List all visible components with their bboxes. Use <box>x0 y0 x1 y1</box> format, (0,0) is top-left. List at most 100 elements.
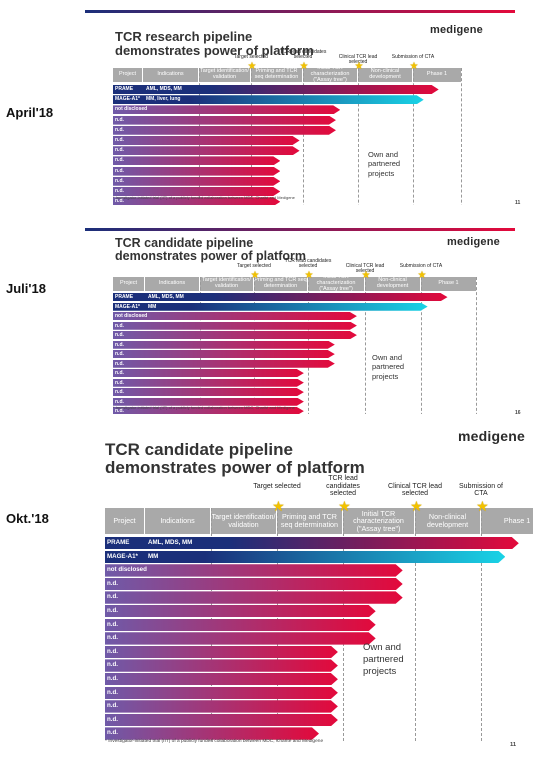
milestone-label: Clinical TCR lead selected <box>338 54 378 66</box>
pipeline-bar-row: n.d. <box>113 167 280 176</box>
milestone-label: Submission of CTA <box>391 54 435 60</box>
pipeline-bar-row: n.d. <box>113 341 335 349</box>
header-initial-tcr: Initial TCR characterization ("Assay tre… <box>303 65 358 83</box>
milestone-label: Clinical TCR lead selected <box>388 483 442 498</box>
project-name: not disclosed <box>115 106 148 113</box>
project-indications: MM <box>148 303 157 310</box>
note-line: Own and <box>368 150 399 159</box>
project-indications: AML, MDS, MM <box>148 294 184 300</box>
note-line: partnered <box>372 362 405 372</box>
header-non-clinical: Non-clinical development <box>358 68 413 82</box>
project-name: n.d. <box>115 408 124 414</box>
project-name: not disclosed <box>107 566 147 574</box>
project-name: n.d. <box>107 634 118 642</box>
milestone-label: Target selected <box>237 263 271 269</box>
slide-title-line2: demonstrates power of platform <box>115 42 314 58</box>
header-priming: Priming and TCR seq determination <box>277 508 343 534</box>
pipeline-bar-row: n.d. <box>113 146 300 155</box>
milestone-label: TCR lead candidates selected <box>279 48 327 60</box>
note-line: projects <box>372 371 399 381</box>
header-target-id: Target identification/ validation <box>200 277 254 291</box>
project-name: MAGE-A1* <box>115 303 141 310</box>
project-name: n.d. <box>115 188 124 194</box>
project-name: n.d. <box>115 332 124 338</box>
header-phase1: Phase 1 <box>421 277 476 291</box>
pipeline-slide: TCR candidate pipeline demonstrates power… <box>85 420 533 765</box>
project-name: n.d. <box>107 715 118 723</box>
project-name: n.d. <box>115 370 124 376</box>
project-name: not disclosed <box>115 313 148 319</box>
pipeline-bar-row: PRAME AML, MDS, MM <box>105 537 519 549</box>
header-phase1: Phase 1 <box>413 68 461 82</box>
pipeline-bar-row: n.d. <box>113 156 280 165</box>
pipeline-bar-row: PRAME AML, MDS, MM <box>113 293 448 301</box>
project-name: n.d. <box>115 389 124 395</box>
pipeline-bar-row: n.d. <box>113 350 335 358</box>
project-name: n.d. <box>115 137 124 143</box>
project-name: n.d. <box>107 675 118 682</box>
header-indications: Indications <box>145 508 211 534</box>
pipeline-bar-row: not disclosed <box>113 312 357 320</box>
milestone-label: Target selected <box>253 483 301 490</box>
header-target-id: Target identification/ validation <box>199 68 251 82</box>
pipeline-bar-row: n.d. <box>105 632 376 644</box>
header-priming: Priming and TCR seq determination <box>254 277 308 291</box>
milestone-star-icon: ★ <box>409 60 419 72</box>
note-line: projects <box>363 665 397 677</box>
slide-title: TCR research pipeline demonstrates power … <box>115 30 314 57</box>
pipeline-bar-row: n.d. <box>113 331 357 339</box>
project-indications: AML, MDS, MM <box>146 86 182 92</box>
project-name: n.d. <box>115 322 124 329</box>
milestone-star-icon: ★ <box>361 269 371 281</box>
milestone-label: Clinical TCR lead selected <box>345 263 385 275</box>
note-line: partnered <box>363 653 404 665</box>
project-name: n.d. <box>107 729 118 737</box>
pipeline-header: Project Indications Target identification/… <box>113 274 476 292</box>
project-indications: MM <box>148 552 159 560</box>
project-name: PRAME <box>107 539 130 546</box>
pipeline-bar-row: n.d. <box>105 659 338 671</box>
page-number: 11 <box>510 742 517 748</box>
pipeline-bar-row: n.d. <box>105 714 338 726</box>
slide-title: TCR candidate pipeline demonstrates power… <box>105 441 365 477</box>
partnered-projects-note: Own and partnered projects <box>368 150 400 178</box>
phase-gridline <box>365 277 366 414</box>
milestone-star-icon: ★ <box>354 60 364 72</box>
project-name: n.d. <box>115 147 124 154</box>
project-name: PRAME <box>115 294 134 300</box>
page-number: 16 <box>515 410 521 414</box>
pipeline-bar-row: n.d. <box>113 388 304 396</box>
pipeline-bar-row: not disclosed <box>105 564 403 576</box>
pipeline-bar-row: n.d. <box>113 177 280 186</box>
medigene-logo: medigene <box>430 24 483 36</box>
project-name: n.d. <box>115 126 124 133</box>
project-name: n.d. <box>115 177 124 184</box>
slide-title-line2: demonstrates power of platform <box>115 249 306 264</box>
date-label-april: April'18 <box>6 105 54 120</box>
partnered-projects-note: Own and partnered projects <box>372 353 404 381</box>
project-indications: MM, liver, lung <box>146 96 181 103</box>
project-name: n.d. <box>107 620 118 628</box>
pipeline-header: Project Indications Target identification/… <box>105 508 533 534</box>
project-name: n.d. <box>115 360 124 367</box>
medigene-logo: medigene <box>458 428 525 444</box>
project-name: n.d. <box>107 688 118 696</box>
pipeline-bar-row: n.d. <box>105 673 338 685</box>
pipeline-bar-row: PRAME AML, MDS, MM <box>113 85 439 94</box>
milestone-label: TCR lead candidates selected <box>284 257 332 269</box>
phase-gridline <box>461 68 462 205</box>
project-name: n.d. <box>107 593 118 601</box>
project-name: n.d. <box>107 647 118 655</box>
page-number: 11 <box>515 200 521 205</box>
pipeline-slide: TCR research pipeline demonstrates power … <box>85 10 525 205</box>
milestone-label: Submission of CTA <box>399 263 443 269</box>
milestone-star-icon: ★ <box>476 497 489 514</box>
pipeline-slide: TCR candidate pipeline demonstrates power… <box>85 228 525 414</box>
pipeline-bar-row: n.d. <box>113 369 304 377</box>
note-line: projects <box>368 168 395 178</box>
milestone-label: TCR lead candidates selected <box>326 475 360 497</box>
note-line: Own and <box>372 353 403 362</box>
phase-gridline <box>413 68 414 205</box>
note-line: Own and <box>363 642 402 653</box>
pipeline-bar-row: n.d. <box>105 700 338 712</box>
